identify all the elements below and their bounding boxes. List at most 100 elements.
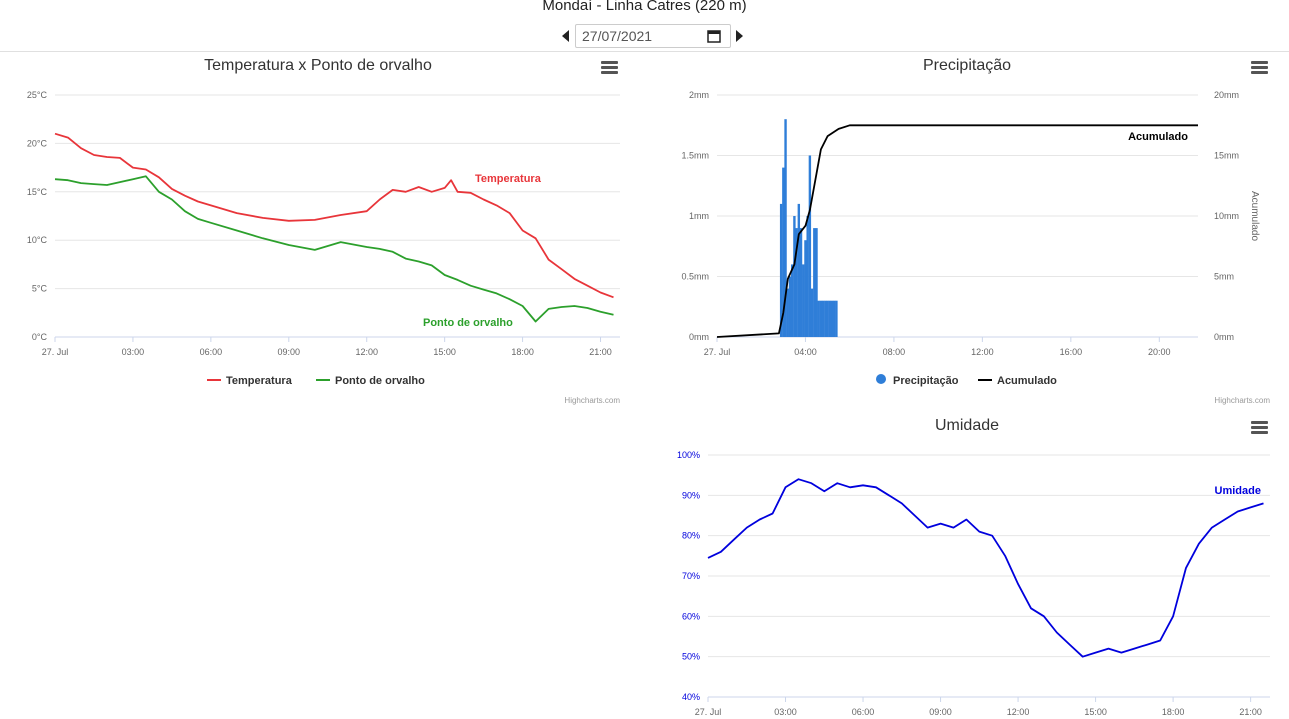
y2-tick-label: 0mm: [1214, 332, 1234, 342]
precip-bar[interactable]: [826, 300, 829, 337]
hamburger-menu-icon[interactable]: [601, 61, 618, 74]
y-tick-label: 80%: [682, 531, 700, 541]
credits[interactable]: Highcharts.com: [1214, 396, 1270, 405]
x-tick-label: 12:00: [1007, 707, 1030, 717]
precip-bar[interactable]: [786, 288, 789, 337]
precip-bar[interactable]: [788, 276, 792, 338]
chart-title: Precipitação: [923, 57, 1011, 74]
x-tick-label: 03:00: [122, 347, 145, 357]
precip-bar[interactable]: [804, 240, 807, 337]
precip-bar[interactable]: [782, 167, 785, 337]
precip-bar[interactable]: [817, 300, 820, 337]
hamburger-menu-icon[interactable]: [1251, 421, 1268, 434]
x-tick-label: 03:00: [774, 707, 797, 717]
y-tick-label: 15°C: [27, 187, 48, 197]
calendar-icon[interactable]: [707, 29, 721, 43]
precip-bar[interactable]: [833, 300, 836, 337]
y-tick-label: 90%: [682, 490, 700, 500]
precip-bar[interactable]: [779, 203, 783, 337]
x-tick-label: 06:00: [200, 347, 223, 357]
x-tick-label: 09:00: [278, 347, 301, 357]
temperature-chart: Temperatura x Ponto de orvalho 0°C 5°C 10°…: [27, 57, 620, 405]
x-tick-label: 16:00: [1060, 347, 1083, 357]
precip-bar[interactable]: [821, 300, 825, 337]
series-line-acumulado[interactable]: [716, 124, 1198, 338]
annotation-acumulado: Acumulado: [1128, 131, 1188, 143]
chart-title: Temperatura x Ponto de orvalho: [204, 57, 432, 74]
y-tick-label: 40%: [682, 692, 700, 702]
precip-bar[interactable]: [799, 228, 803, 337]
precipitation-chart: Precipitação 0mm 0.5mm 1mm 1.5mm 2mm 0mm 5mm 10…: [681, 57, 1270, 405]
y-tick-label: 1.5mm: [681, 151, 709, 161]
x-tick-label: 12:00: [355, 347, 378, 357]
precip-bar[interactable]: [815, 228, 818, 337]
y-tick-label: 25°C: [27, 90, 48, 100]
y2-axis-label: Acumulado: [1249, 191, 1260, 241]
y2-tick-label: 15mm: [1214, 151, 1239, 161]
precip-bar[interactable]: [830, 300, 834, 337]
y-tick-label: 10°C: [27, 235, 48, 245]
precip-bar[interactable]: [813, 228, 816, 337]
precip-bar[interactable]: [784, 119, 787, 337]
y-tick-label: 50%: [682, 652, 700, 662]
date-field[interactable]: [575, 24, 731, 48]
x-tick-label: 27. Jul: [704, 347, 731, 357]
y2-tick-label: 5mm: [1214, 272, 1234, 282]
annotation-umidade: Umidade: [1215, 485, 1261, 497]
legend: Precipitação Acumulado: [876, 374, 1057, 387]
y-tick-label: 2mm: [689, 90, 709, 100]
date-navigator: [0, 24, 1289, 50]
precip-bar[interactable]: [828, 300, 831, 337]
series-line-temperatura[interactable]: [54, 132, 614, 299]
hamburger-menu-icon[interactable]: [1251, 61, 1268, 74]
x-tick-label: 15:00: [1084, 707, 1107, 717]
x-tick-label: 21:00: [589, 347, 612, 357]
precip-bar[interactable]: [790, 264, 794, 337]
y-tick-label: 0.5mm: [681, 272, 709, 282]
precip-bar[interactable]: [824, 300, 827, 337]
header-divider: [0, 51, 1289, 52]
legend-item-ponto-de-orvalho[interactable]: Ponto de orvalho: [335, 375, 425, 387]
x-tick-label: 04:00: [794, 347, 817, 357]
legend-item-temperatura[interactable]: Temperatura: [226, 375, 293, 387]
annotation-ponto-de-orvalho: Ponto de orvalho: [423, 317, 513, 329]
page-title: Mondaí - Linha Catres (220 m): [542, 0, 747, 14]
y2-tick-label: 10mm: [1214, 211, 1239, 221]
precip-bar[interactable]: [835, 300, 838, 337]
legend-item-acumulado[interactable]: Acumulado: [997, 375, 1057, 387]
legend-item-precipitacao[interactable]: Precipitação: [893, 375, 959, 387]
y-tick-label: 5°C: [32, 284, 48, 294]
y-tick-label: 0mm: [689, 332, 709, 342]
precip-bar[interactable]: [808, 155, 812, 338]
series-line-umidade[interactable]: [707, 478, 1264, 658]
x-tick-label: 21:00: [1239, 707, 1262, 717]
x-tick-label: 15:00: [433, 347, 456, 357]
y-tick-label: 20°C: [27, 138, 48, 148]
y-tick-label: 70%: [682, 571, 700, 581]
y-tick-label: 1mm: [689, 211, 709, 221]
precip-bar[interactable]: [797, 203, 801, 337]
x-tick-label: 27. Jul: [42, 347, 69, 357]
legend: Temperatura Ponto de orvalho: [207, 375, 425, 387]
caret-right-icon[interactable]: [736, 30, 743, 42]
precip-bar[interactable]: [802, 264, 805, 337]
precip-bar[interactable]: [793, 216, 796, 337]
y-tick-label: 100%: [677, 450, 700, 460]
series-line-ponto-de-orvalho[interactable]: [54, 175, 614, 323]
humidity-chart: Umidade 40% 50% 60% 70% 80% 90% 100% 27. Jul 03:…: [677, 417, 1270, 717]
x-tick-label: 18:00: [1162, 707, 1185, 717]
y-tick-label: 60%: [682, 611, 700, 621]
annotation-temperatura: Temperatura: [475, 173, 542, 185]
precip-bar[interactable]: [806, 216, 809, 337]
caret-left-icon[interactable]: [562, 30, 569, 42]
x-tick-label: 06:00: [852, 707, 875, 717]
x-tick-label: 18:00: [511, 347, 534, 357]
precip-bar[interactable]: [819, 300, 823, 337]
x-tick-label: 08:00: [883, 347, 906, 357]
credits[interactable]: Highcharts.com: [564, 396, 620, 405]
x-tick-label: 12:00: [971, 347, 994, 357]
precip-bar[interactable]: [810, 288, 814, 337]
y-tick-label: 0°C: [32, 332, 48, 342]
precip-bar[interactable]: [795, 228, 798, 337]
x-tick-label: 20:00: [1148, 347, 1171, 357]
